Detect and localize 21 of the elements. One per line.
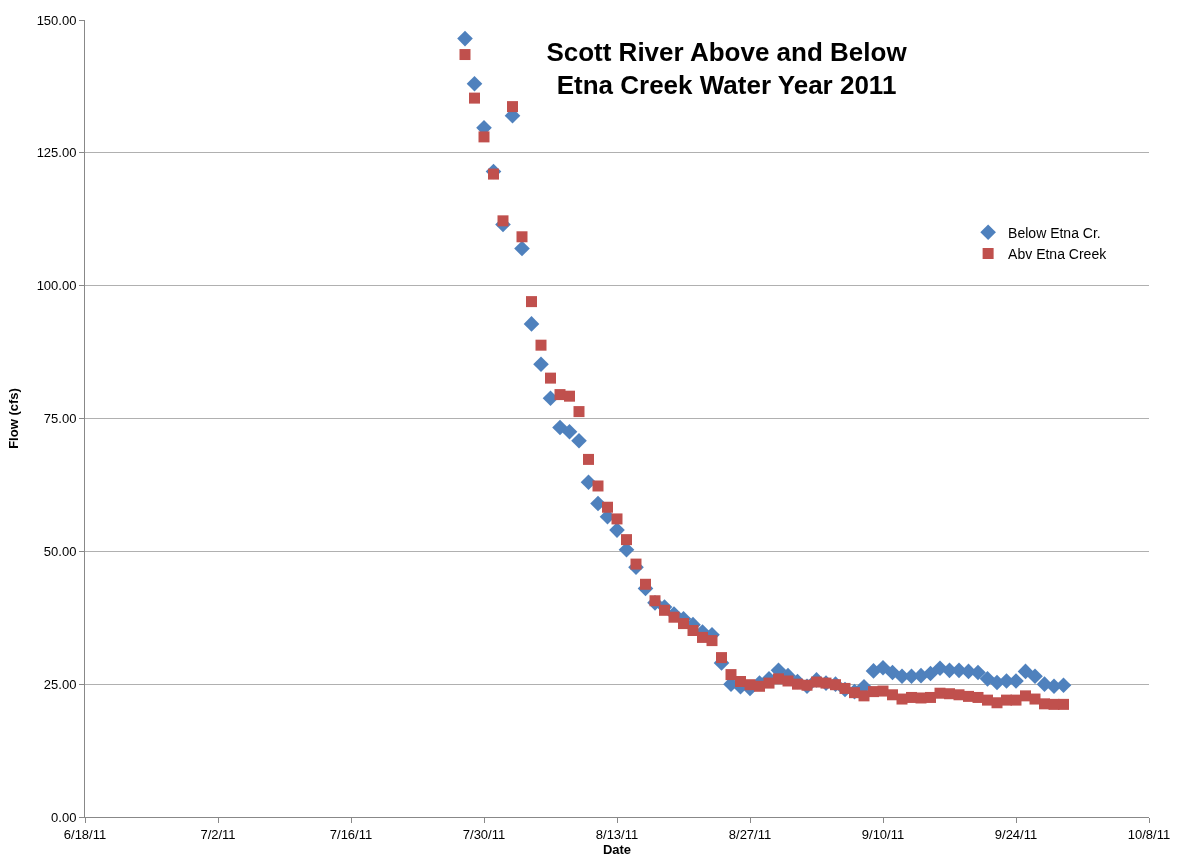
x-tick-label: 10/8/11 xyxy=(1127,826,1171,842)
legend-label: Below Etna Cr. xyxy=(1008,224,1101,241)
x-tick-label: 9/10/11 xyxy=(861,826,905,842)
y-axis-title: Flow (cfs) xyxy=(5,388,21,449)
y-tick-label: 25.00 xyxy=(43,676,77,692)
x-tick-label: 8/27/11 xyxy=(728,826,772,842)
x-tick-label: 7/16/11 xyxy=(329,826,373,842)
x-tick-label: 7/30/11 xyxy=(462,826,506,842)
y-tick-label: 100.00 xyxy=(36,278,77,294)
y-tick-label: 150.00 xyxy=(36,12,77,28)
x-tick-label: 8/13/11 xyxy=(595,826,639,842)
x-axis-title: Date xyxy=(602,841,632,857)
x-tick-label: 6/18/11 xyxy=(63,826,107,842)
y-tick-label: 50.00 xyxy=(43,543,77,559)
x-tick-label: 7/2/11 xyxy=(200,826,236,842)
legend-label: Abv Etna Creek xyxy=(1008,245,1108,262)
y-tick-label: 75.00 xyxy=(43,411,77,427)
x-tick-label: 9/24/11 xyxy=(994,826,1038,842)
y-tick-label: 125.00 xyxy=(36,145,77,161)
text: Scott River Above and Below Etna Creek Water Year 2011 xyxy=(546,36,908,101)
y-tick-label: 0.00 xyxy=(51,809,77,825)
